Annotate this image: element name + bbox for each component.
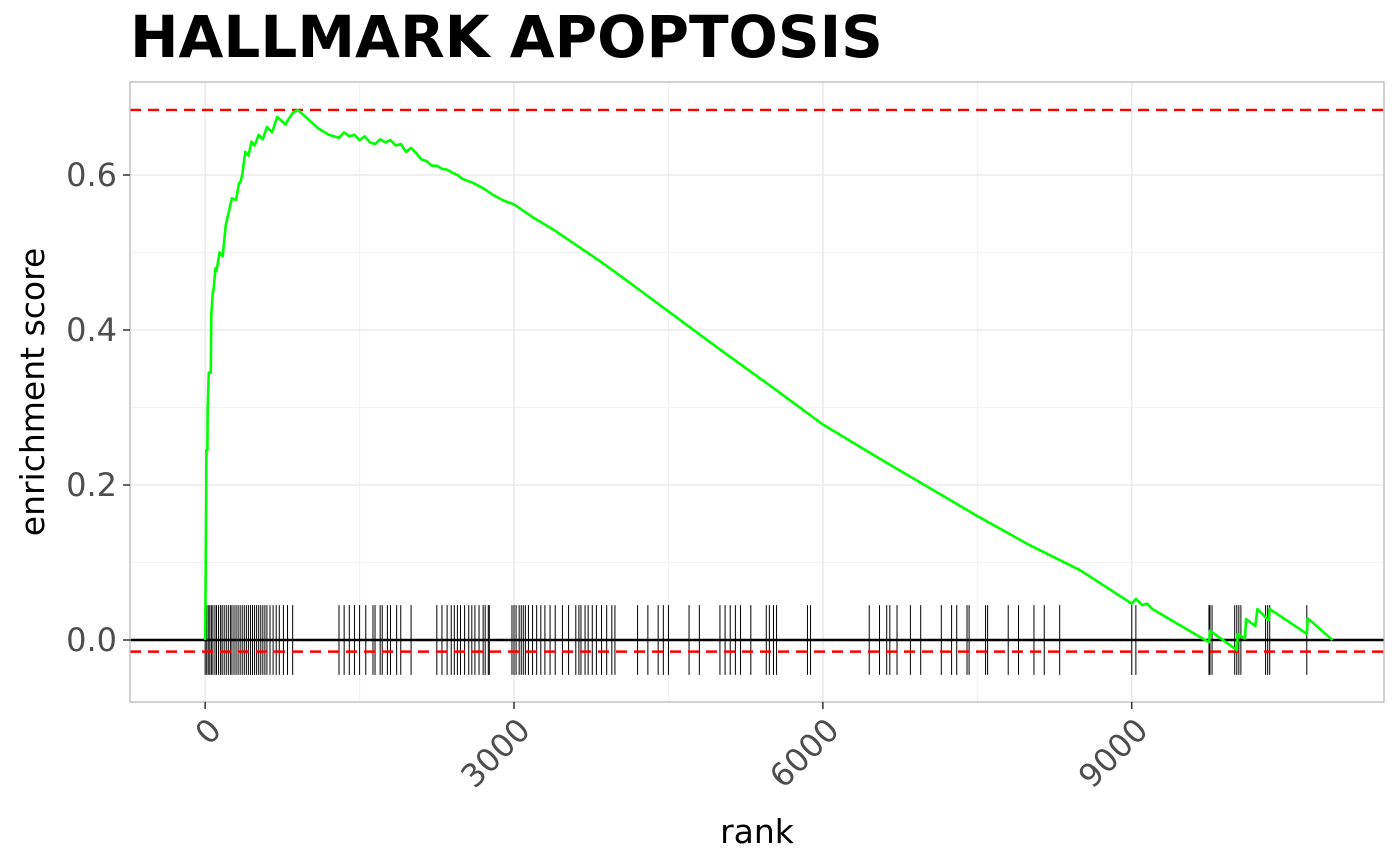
y-tick-label: 0.2 [66, 466, 117, 504]
minor-gridlines [130, 82, 1384, 702]
y-tick-label: 0.6 [66, 156, 117, 194]
x-axis: 0 3000 6000 9000 [188, 702, 1155, 795]
enrichment-curve [203, 108, 1334, 652]
x-tick-label: 9000 [1071, 711, 1155, 795]
x-axis-title: rank [720, 812, 795, 851]
x-tick-label: 0 [188, 711, 229, 752]
panel-border [129, 81, 1385, 703]
y-axis-title: enrichment score [13, 248, 52, 536]
y-axis: 0.0 0.2 0.4 0.6 [66, 156, 130, 659]
x-tick-label: 3000 [453, 711, 537, 795]
x-tick-label: 6000 [762, 711, 846, 795]
y-tick-label: 0.4 [66, 311, 117, 349]
y-tick-label: 0.0 [66, 621, 117, 659]
plot-panel [130, 82, 1384, 702]
enrichment-curve-group [203, 108, 1334, 652]
chart-title: HALLMARK APOPTOSIS [130, 3, 883, 71]
reference-lines [130, 108, 1384, 653]
